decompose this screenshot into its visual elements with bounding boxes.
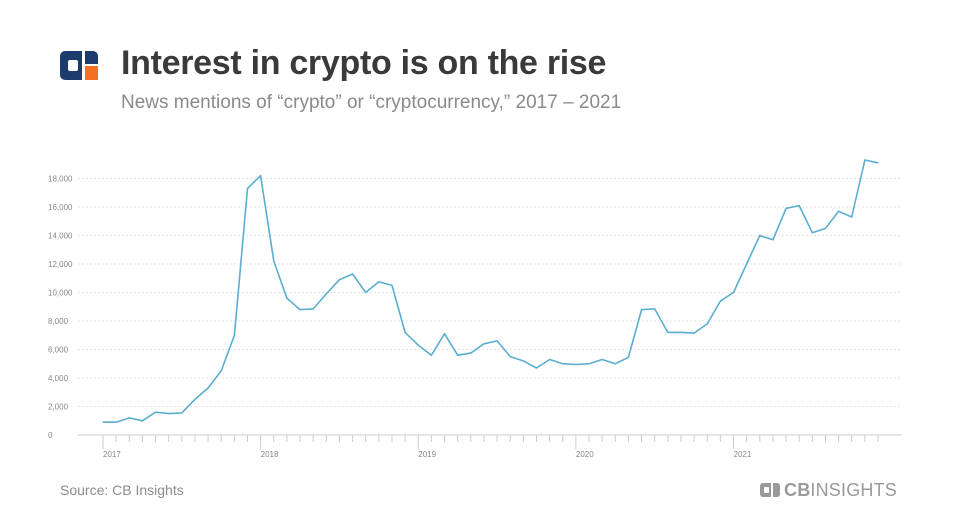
data-point (181, 412, 183, 414)
x-tick-label: 2018 (261, 450, 279, 459)
data-point (115, 421, 117, 423)
data-point (667, 331, 669, 333)
data-point (562, 363, 564, 365)
data-point (549, 358, 551, 361)
y-tick-label: 16,000 (48, 203, 73, 212)
logo-orange-block (85, 66, 98, 80)
data-point (811, 232, 813, 234)
data-point (299, 309, 301, 311)
data-point (746, 263, 748, 265)
data-point (680, 331, 682, 333)
data-point (483, 343, 485, 345)
data-point (785, 207, 787, 210)
data-point (470, 352, 472, 354)
grid-lines (78, 178, 902, 407)
brand-bold-text: CB (784, 479, 811, 500)
y-axis-tick-labels: 0 2,000 4,000 6,000 8,000 10,000 12,000 14,000 1… (48, 175, 73, 441)
data-point (233, 334, 235, 336)
y-tick-label: 18,000 (48, 175, 73, 184)
x-axis: 2017 2018 2019 2020 2021 (78, 434, 902, 459)
logo-c-cutout (68, 60, 78, 71)
brand-thin-text: INSIGHTS (810, 479, 898, 500)
data-point (207, 387, 209, 389)
data-point (430, 354, 432, 356)
logo-split (85, 64, 98, 66)
data-point (732, 291, 735, 294)
data-point (128, 417, 130, 419)
data-point (759, 234, 761, 237)
y-tick-label: 6,000 (48, 346, 69, 355)
data-point (141, 420, 144, 422)
data-point (404, 331, 406, 333)
data-point (246, 187, 249, 190)
data-point (614, 363, 616, 365)
data-point (351, 273, 354, 275)
data-point (496, 340, 498, 342)
y-tick-label: 2,000 (48, 403, 69, 412)
data-point (325, 293, 327, 295)
data-point (719, 300, 721, 302)
data-point (365, 291, 367, 294)
data-point (378, 281, 380, 283)
x-tick-label: 2020 (576, 450, 594, 459)
logo-divider (82, 51, 85, 80)
data-point (575, 363, 577, 366)
x-tick-label: 2019 (418, 450, 436, 459)
data-point (457, 354, 459, 356)
source-note: Source: CB Insights (60, 482, 184, 498)
data-point (417, 344, 419, 346)
data-point (824, 227, 827, 229)
data-point (851, 216, 853, 218)
data-point (772, 239, 774, 241)
data-series (102, 159, 879, 424)
data-point (168, 413, 170, 415)
data-point (443, 333, 446, 335)
data-point (627, 356, 630, 358)
data-point (509, 356, 511, 358)
data-point (194, 398, 196, 400)
data-point (706, 323, 708, 325)
data-point (798, 204, 800, 207)
cb-insights-mark-icon (760, 483, 780, 497)
data-point (837, 210, 840, 212)
y-tick-label: 10,000 (48, 289, 73, 298)
y-tick-label: 0 (48, 431, 53, 440)
data-point (273, 260, 275, 262)
data-point (535, 367, 538, 369)
data-point (522, 360, 524, 362)
page-title: Interest in crypto is on the rise (121, 44, 607, 82)
data-point (693, 332, 695, 334)
x-tick-label: 2021 (734, 450, 752, 459)
data-point (286, 297, 288, 299)
data-point (220, 370, 222, 372)
data-point (864, 159, 866, 161)
cb-insights-logo-icon (60, 51, 98, 80)
data-point (588, 363, 590, 365)
data-point (154, 411, 157, 413)
cb-insights-brand: CB INSIGHTS (760, 479, 897, 501)
y-tick-label: 8,000 (48, 317, 69, 326)
x-tick-label: 2017 (103, 450, 121, 459)
y-tick-label: 12,000 (48, 260, 73, 269)
data-point (640, 309, 643, 311)
data-point (338, 279, 341, 281)
data-point (877, 162, 879, 164)
data-point (391, 284, 393, 286)
data-point (601, 358, 603, 361)
series-line (103, 159, 879, 424)
data-point (654, 308, 656, 310)
data-point (312, 308, 314, 310)
y-tick-label: 14,000 (48, 232, 73, 241)
data-point (102, 421, 104, 423)
page-subtitle: News mentions of “crypto” or “cryptocurr… (121, 92, 622, 113)
y-tick-label: 4,000 (48, 374, 69, 383)
data-point (260, 175, 262, 177)
